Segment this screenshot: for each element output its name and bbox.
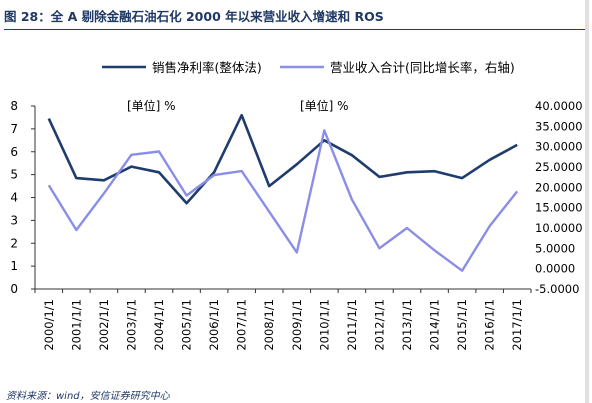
title-divider: [4, 29, 588, 30]
right-axis-tick-label: 15.0000: [535, 201, 583, 215]
x-axis-tick-label: 2007/1/1: [235, 299, 249, 351]
legend-label-series1: 销售净利率(整体法): [152, 60, 262, 75]
x-axis-tick-label: 2010/1/1: [317, 299, 331, 351]
right-axis-tick-label: 40.0000: [535, 99, 583, 113]
left-axis-tick-label: 3: [10, 213, 18, 227]
figure-title: 图 28：全 A 剔除金融石油石化 2000 年以来营业收入增速和 ROS: [4, 9, 384, 24]
x-axis-tick-label: 2002/1/1: [97, 299, 111, 351]
source-note: 资料来源：wind，安信证券研究中心: [6, 391, 170, 402]
right-axis-tick-label: 25.0000: [535, 160, 583, 174]
x-axis-tick-label: 2015/1/1: [455, 299, 469, 351]
page-edge: [585, 0, 589, 403]
x-axis-tick-label: 2013/1/1: [400, 299, 414, 351]
left-axis-tick-label: 7: [10, 122, 18, 136]
x-axis-tick-label: 2014/1/1: [428, 299, 442, 351]
x-axis-tick-label: 2008/1/1: [262, 299, 276, 351]
x-axis-tick-label: 2003/1/1: [124, 299, 138, 351]
left-axis-tick-label: 1: [10, 259, 18, 273]
right-axis-tick-label: -5.0000: [535, 282, 579, 296]
right-axis-unit-label: [单位] %: [300, 98, 349, 113]
right-axis-tick-label: 10.0000: [535, 221, 583, 235]
x-axis-tick-label: 2000/1/1: [42, 299, 56, 351]
right-axis-tick-label: 0.0000: [535, 262, 575, 276]
left-axis-unit-label: [单位] %: [127, 98, 176, 113]
left-axis-tick-label: 0: [10, 282, 18, 296]
x-axis-tick-label: 2012/1/1: [372, 299, 386, 351]
axes: 0 1 2 3 4 5 6 7 8 -5.0000 0.0000 5.0000 10.0000 15.00…: [10, 99, 582, 296]
series-lines: [47, 113, 519, 272]
x-axis-tick-label: 2001/1/1: [69, 299, 83, 351]
x-axis-tick-label: 2006/1/1: [207, 299, 221, 351]
left-axis-tick-label: 2: [10, 236, 18, 250]
series-line-1: [47, 113, 518, 205]
left-axis-tick-label: 8: [10, 99, 18, 113]
x-axis-tick-label: 2011/1/1: [345, 299, 359, 351]
legend: 销售净利率(整体法) 营业收入合计(同比增长率，右轴): [102, 60, 515, 75]
x-axis-labels: 2000/1/1 2001/1/1 2002/1/1 2003/1/1 2004/1/1…: [42, 299, 524, 351]
x-axis-tick-label: 2016/1/1: [483, 299, 497, 351]
left-axis-tick-label: 5: [10, 168, 18, 182]
x-axis-tick-label: 2009/1/1: [290, 299, 304, 351]
series-line-2: [47, 129, 519, 272]
left-axis-tick-label: 6: [10, 145, 18, 159]
right-axis-tick-label: 20.0000: [535, 180, 583, 194]
right-axis-tick-label: 30.0000: [535, 140, 583, 154]
x-axis-tick-label: 2004/1/1: [152, 299, 166, 351]
right-axis-tick-label: 35.0000: [535, 119, 583, 133]
x-axis-tick-label: 2005/1/1: [180, 299, 194, 351]
x-axis-tick-label: 2017/1/1: [510, 299, 524, 351]
right-axis-tick-label: 5.0000: [535, 241, 575, 255]
legend-label-series2: 营业收入合计(同比增长率，右轴): [330, 60, 515, 75]
left-axis-tick-label: 4: [10, 191, 18, 205]
